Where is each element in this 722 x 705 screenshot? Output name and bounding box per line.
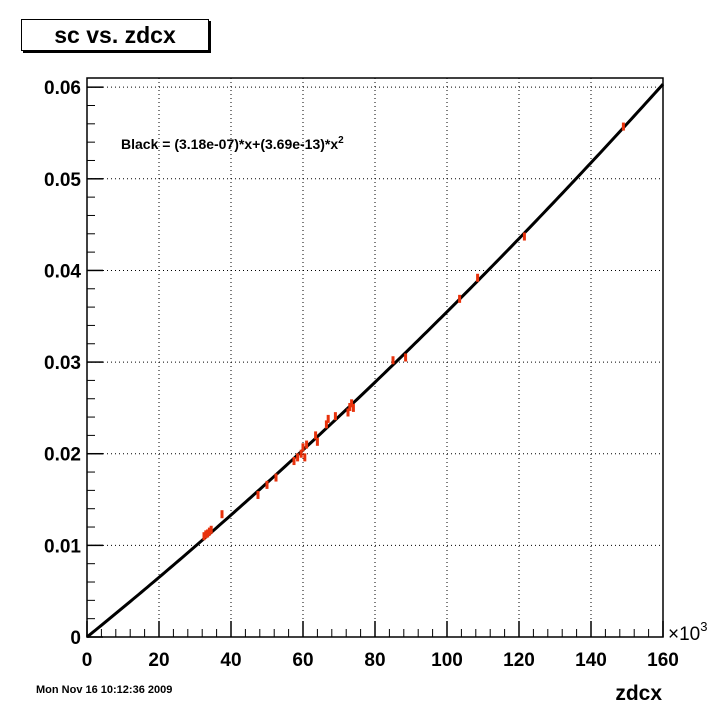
- data-point: [348, 402, 352, 411]
- data-point: [296, 453, 300, 462]
- data-point: [274, 473, 278, 482]
- x-tick-label: 0: [82, 650, 93, 671]
- data-point: [333, 412, 337, 421]
- data-point: [209, 525, 213, 534]
- axis-labels: 0 20 40 60 80 100 120 140 160 0 0.01 0.02 0.03 0.04 0.…: [44, 78, 679, 671]
- data-point: [204, 530, 208, 539]
- data-point: [292, 457, 296, 466]
- x-tick-label: 80: [364, 650, 385, 671]
- data-point: [621, 122, 625, 131]
- fit-equation-text: Black = (3.18e-07)*x+(3.69e-13)*x: [121, 136, 338, 152]
- data-point: [314, 431, 318, 440]
- plot-frame: [86, 77, 664, 638]
- data-point: [476, 273, 480, 282]
- data-point: [305, 440, 309, 449]
- x-tick-label: 40: [220, 650, 241, 671]
- fit-equation-label: Black = (3.18e-07)*x+(3.69e-13)*x2: [121, 135, 344, 152]
- data-point: [522, 232, 526, 241]
- fit-equation-superscript: 2: [338, 135, 344, 146]
- data-point: [301, 443, 305, 452]
- x-axis-multiplier-exponent: 3: [700, 619, 707, 634]
- data-point: [351, 403, 355, 412]
- timestamp: Mon Nov 16 10:12:36 2009: [36, 684, 173, 696]
- data-point: [220, 510, 224, 519]
- y-tick-label: 0.05: [44, 170, 81, 191]
- y-tick-label: 0: [70, 628, 81, 649]
- x-tick-label: 140: [575, 650, 607, 671]
- data-point: [326, 414, 330, 423]
- x-axis-multiplier: ×103: [668, 619, 707, 645]
- x-tick-label: 160: [647, 650, 679, 671]
- data-point: [324, 420, 328, 429]
- x-axis-multiplier-base: ×10: [668, 624, 700, 645]
- x-tick-label: 120: [503, 650, 535, 671]
- plot-title: sc vs. zdcx: [21, 19, 209, 51]
- data-point: [315, 437, 319, 446]
- data-point: [303, 453, 307, 462]
- data-points: [202, 122, 625, 541]
- x-tick-label: 20: [148, 650, 169, 671]
- y-tick-label: 0.01: [44, 536, 81, 557]
- x-tick-label: 100: [431, 650, 463, 671]
- x-axis-title: zdcx: [615, 682, 662, 705]
- data-point: [207, 527, 211, 536]
- data-point: [265, 480, 269, 489]
- y-tick-label: 0.06: [44, 78, 81, 99]
- data-point: [256, 490, 260, 499]
- data-point: [206, 529, 210, 538]
- x-tick-label: 60: [292, 650, 313, 671]
- y-tick-label: 0.04: [44, 261, 81, 282]
- data-point: [458, 294, 462, 303]
- axis-ticks: [86, 86, 664, 638]
- y-tick-label: 0.03: [44, 353, 81, 374]
- data-point: [299, 449, 303, 458]
- data-point: [350, 399, 354, 408]
- data-point: [202, 532, 206, 541]
- fit-curve: [86, 83, 665, 639]
- data-point: [346, 408, 350, 417]
- grid: [87, 78, 663, 637]
- data-point: [404, 353, 408, 362]
- y-tick-label: 0.02: [44, 445, 81, 466]
- data-point: [391, 356, 395, 365]
